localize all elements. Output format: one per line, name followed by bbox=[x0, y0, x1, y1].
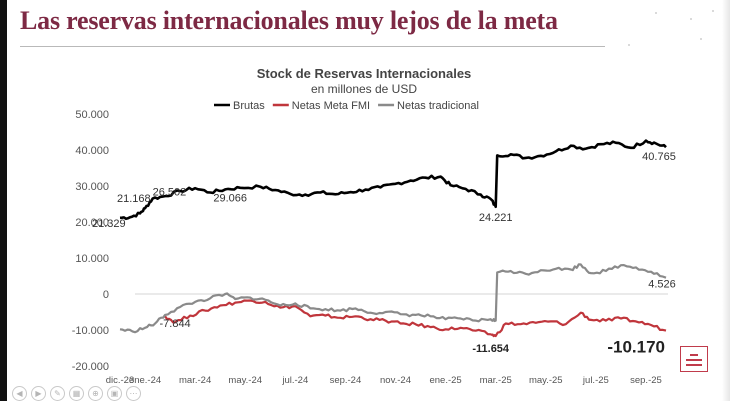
prev-slide-icon[interactable]: ◀ bbox=[12, 386, 27, 401]
y-tick-label: -20.000 bbox=[72, 361, 109, 373]
more-options-icon[interactable]: ⋯ bbox=[126, 386, 141, 401]
legend-label-1: Netas Meta FMI bbox=[292, 100, 370, 112]
y-tick-label: 10.000 bbox=[75, 253, 109, 265]
decor-dot bbox=[690, 18, 692, 20]
series-line-1 bbox=[164, 299, 667, 338]
decor-dot bbox=[700, 38, 702, 40]
x-tick-label: may.-24 bbox=[228, 375, 262, 386]
data-labels: 21.168 21.329 26.502 29.066 24.221 40.765 -7.8… bbox=[92, 151, 676, 356]
y-tick-label: 50.000 bbox=[75, 109, 109, 121]
presentation-nav-bar[interactable]: ◀ ▶ ✎ ▦ ⊕ ▣ ⋯ bbox=[12, 386, 141, 401]
x-tick-label: mar.-24 bbox=[179, 375, 211, 386]
x-tick-label: jul.-25 bbox=[582, 375, 609, 386]
legend-label-0: Brutas bbox=[233, 100, 265, 112]
legend-label-2: Netas tradicional bbox=[397, 100, 479, 112]
camera-icon[interactable]: ▣ bbox=[107, 386, 122, 401]
y-tick-label: 0 bbox=[103, 289, 109, 301]
x-tick-label: dic.-23 bbox=[106, 375, 135, 386]
x-tick-label: nov.-24 bbox=[380, 375, 411, 386]
y-tick-label: 40.000 bbox=[75, 145, 109, 157]
y-tick-label: 30.000 bbox=[75, 181, 109, 193]
decor-dot bbox=[712, 10, 714, 12]
decor-dot bbox=[655, 12, 657, 14]
data-label: 4.526 bbox=[648, 279, 676, 291]
x-tick-label: sep.-25 bbox=[630, 375, 662, 386]
x-tick-label: mar.-25 bbox=[480, 375, 512, 386]
x-tick-label: jul.-24 bbox=[281, 375, 308, 386]
y-axis: 50.000 40.000 30.000 20.000 10.000 0 -10.000 -2… bbox=[72, 109, 109, 373]
data-label: 24.221 bbox=[479, 212, 513, 224]
data-label: -10.170 bbox=[607, 338, 665, 357]
series-line-0 bbox=[119, 139, 667, 221]
series-layer bbox=[119, 139, 667, 338]
y-tick-label: 20.000 bbox=[75, 217, 109, 229]
series-line-2 bbox=[119, 263, 667, 334]
x-tick-label: ene.-24 bbox=[129, 375, 161, 386]
data-label: 40.765 bbox=[642, 151, 676, 163]
data-label: 21.168 bbox=[117, 193, 151, 205]
chart-title: Stock de Reservas Internacionales bbox=[257, 66, 472, 81]
data-label: 26.502 bbox=[153, 187, 187, 199]
zoom-icon[interactable]: ⊕ bbox=[88, 386, 103, 401]
x-tick-label: sep.-24 bbox=[330, 375, 362, 386]
chart-subtitle: en millones de USD bbox=[311, 82, 417, 96]
data-label: 21.329 bbox=[92, 218, 126, 230]
x-tick-label: ene.-25 bbox=[429, 375, 461, 386]
chart-legend: Brutas Netas Meta FMI Netas tradicional bbox=[214, 100, 479, 112]
decor-dot bbox=[628, 44, 630, 46]
pen-icon[interactable]: ✎ bbox=[50, 386, 65, 401]
left-border bbox=[0, 0, 7, 401]
headline-divider bbox=[20, 46, 605, 47]
slides-grid-icon[interactable]: ▦ bbox=[69, 386, 84, 401]
data-label: -7.844 bbox=[159, 318, 190, 330]
next-slide-icon[interactable]: ▶ bbox=[31, 386, 46, 401]
presentation-stamp-icon bbox=[680, 346, 708, 372]
data-label: 29.066 bbox=[213, 192, 247, 204]
y-tick-label: -10.000 bbox=[72, 325, 109, 337]
reserves-chart: Stock de Reservas Internacionales en mil… bbox=[72, 66, 676, 386]
x-tick-label: may.-25 bbox=[529, 375, 563, 386]
data-label: -11.654 bbox=[472, 343, 510, 355]
slide-headline: Las reservas internacionales muy lejos d… bbox=[20, 6, 558, 35]
right-edge-shade bbox=[722, 0, 730, 401]
